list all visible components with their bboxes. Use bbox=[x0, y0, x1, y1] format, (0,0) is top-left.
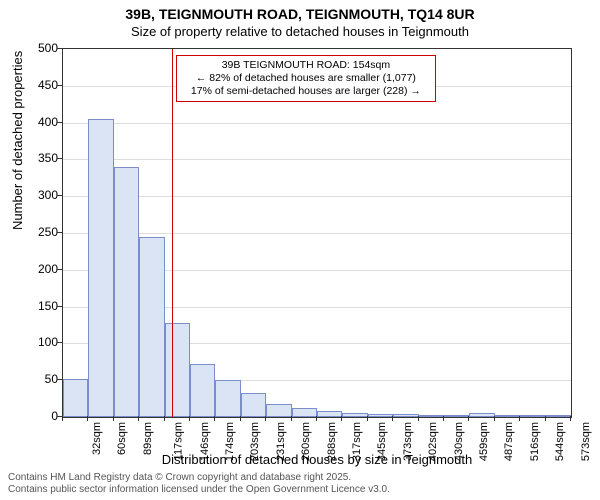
title-block: 39B, TEIGNMOUTH ROAD, TEIGNMOUTH, TQ14 8… bbox=[0, 0, 600, 39]
y-tick-mark bbox=[57, 195, 62, 196]
x-tick-mark bbox=[138, 416, 139, 421]
gridline bbox=[63, 233, 571, 234]
footer-line: Contains HM Land Registry data © Crown c… bbox=[8, 472, 390, 484]
chart-title: 39B, TEIGNMOUTH ROAD, TEIGNMOUTH, TQ14 8… bbox=[0, 6, 600, 22]
y-tick-label: 250 bbox=[18, 225, 58, 239]
histogram-bar bbox=[88, 119, 113, 417]
x-tick-mark bbox=[291, 416, 292, 421]
x-tick-label: 60sqm bbox=[116, 422, 128, 455]
reference-line bbox=[172, 49, 173, 417]
y-tick-mark bbox=[57, 85, 62, 86]
y-tick-mark bbox=[57, 232, 62, 233]
histogram-bar bbox=[241, 393, 266, 417]
annotation-box: 39B TEIGNMOUTH ROAD: 154sqm← 82% of deta… bbox=[176, 55, 436, 102]
annotation-line: ← 82% of detached houses are smaller (1,… bbox=[183, 72, 429, 85]
x-tick-mark bbox=[418, 416, 419, 421]
y-tick-label: 200 bbox=[18, 262, 58, 276]
x-tick-mark bbox=[392, 416, 393, 421]
x-tick-mark bbox=[265, 416, 266, 421]
x-tick-mark bbox=[570, 416, 571, 421]
histogram-bar bbox=[520, 415, 545, 417]
footer-line: Contains public sector information licen… bbox=[8, 484, 390, 496]
histogram-bar bbox=[215, 380, 240, 417]
y-tick-label: 500 bbox=[18, 41, 58, 55]
x-tick-mark bbox=[519, 416, 520, 421]
annotation-line: 39B TEIGNMOUTH ROAD: 154sqm bbox=[183, 59, 429, 72]
y-tick-mark bbox=[57, 158, 62, 159]
x-tick-mark bbox=[367, 416, 368, 421]
histogram-bar bbox=[266, 404, 291, 417]
x-axis-label: Distribution of detached houses by size … bbox=[62, 452, 572, 467]
gridline bbox=[63, 159, 571, 160]
histogram-bar bbox=[342, 413, 367, 417]
x-tick-mark bbox=[316, 416, 317, 421]
y-tick-mark bbox=[57, 48, 62, 49]
y-tick-label: 100 bbox=[18, 335, 58, 349]
y-tick-label: 400 bbox=[18, 115, 58, 129]
x-tick-mark bbox=[214, 416, 215, 421]
gridline bbox=[63, 123, 571, 124]
y-tick-mark bbox=[57, 342, 62, 343]
y-tick-label: 300 bbox=[18, 188, 58, 202]
histogram-bar bbox=[444, 415, 469, 417]
histogram-bar bbox=[546, 415, 571, 417]
histogram-bar bbox=[469, 413, 494, 417]
histogram-bar bbox=[368, 414, 393, 417]
x-tick-mark bbox=[164, 416, 165, 421]
histogram-bar bbox=[419, 415, 444, 417]
footer-attribution: Contains HM Land Registry data © Crown c… bbox=[8, 472, 390, 496]
y-tick-label: 350 bbox=[18, 151, 58, 165]
histogram-bar bbox=[139, 237, 164, 417]
histogram-bar bbox=[165, 323, 190, 417]
histogram-bar bbox=[317, 411, 342, 417]
y-tick-mark bbox=[57, 379, 62, 380]
chart-subtitle: Size of property relative to detached ho… bbox=[0, 24, 600, 39]
chart-container: 39B, TEIGNMOUTH ROAD, TEIGNMOUTH, TQ14 8… bbox=[0, 0, 600, 500]
x-tick-mark bbox=[545, 416, 546, 421]
plot-area: 39B TEIGNMOUTH ROAD: 154sqm← 82% of deta… bbox=[62, 48, 572, 418]
x-tick-label: 89sqm bbox=[142, 422, 154, 455]
y-tick-mark bbox=[57, 306, 62, 307]
x-tick-mark bbox=[240, 416, 241, 421]
x-tick-mark bbox=[113, 416, 114, 421]
x-tick-mark bbox=[494, 416, 495, 421]
y-tick-mark bbox=[57, 269, 62, 270]
histogram-bar bbox=[393, 414, 418, 417]
x-tick-mark bbox=[341, 416, 342, 421]
x-tick-mark bbox=[62, 416, 63, 421]
y-tick-label: 0 bbox=[18, 409, 58, 423]
histogram-bar bbox=[114, 167, 139, 417]
histogram-bar bbox=[292, 408, 317, 417]
x-tick-mark bbox=[189, 416, 190, 421]
x-tick-label: 32sqm bbox=[91, 422, 103, 455]
x-tick-mark bbox=[468, 416, 469, 421]
histogram-bar bbox=[63, 379, 88, 417]
histogram-bar bbox=[190, 364, 215, 417]
x-tick-mark bbox=[87, 416, 88, 421]
histogram-bar bbox=[495, 415, 520, 417]
annotation-line: 17% of semi-detached houses are larger (… bbox=[183, 85, 429, 98]
gridline bbox=[63, 196, 571, 197]
y-tick-label: 150 bbox=[18, 299, 58, 313]
y-tick-label: 50 bbox=[18, 372, 58, 386]
y-tick-label: 450 bbox=[18, 78, 58, 92]
y-tick-mark bbox=[57, 122, 62, 123]
x-tick-mark bbox=[443, 416, 444, 421]
x-tick-label: 573sqm bbox=[580, 422, 592, 461]
